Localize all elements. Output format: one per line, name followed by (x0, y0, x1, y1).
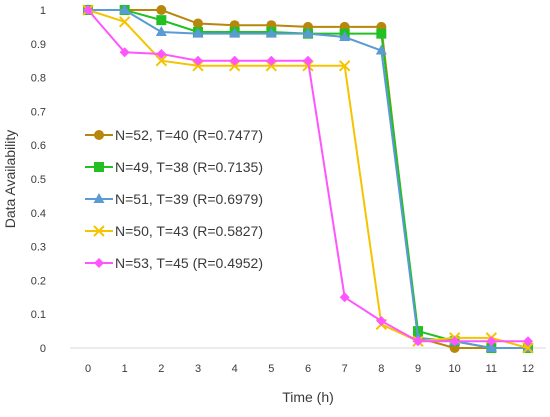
data-point (156, 48, 167, 59)
legend-marker (94, 162, 104, 172)
data-point (339, 292, 350, 303)
data-point (229, 55, 240, 66)
data-point (522, 342, 534, 354)
x-tick-label: 5 (268, 363, 274, 375)
data-point (192, 27, 204, 38)
x-tick-label: 11 (486, 363, 497, 375)
data-point (83, 5, 93, 15)
data-point (486, 336, 497, 347)
series-layer (82, 4, 534, 354)
y-axis-title: Data Availability (2, 130, 18, 229)
y-tick-label: 0.6 (31, 140, 46, 152)
data-point (303, 55, 313, 66)
data-point (449, 336, 460, 347)
y-tick-label: 0.2 (31, 275, 46, 287)
data-point (155, 25, 167, 36)
legend-label: N=53, T=45 (R=0.4952) (115, 255, 263, 271)
legend-item: N=49, T=38 (R=0.7135) (85, 159, 263, 175)
x-tick-label: 3 (195, 363, 201, 375)
data-point (376, 28, 387, 39)
y-tick-label: 0.1 (31, 309, 46, 321)
legend-label: N=52, T=40 (R=0.7477) (115, 127, 263, 143)
y-tick-label: 0.8 (31, 73, 46, 85)
legend-item: N=52, T=40 (R=0.7477) (85, 127, 263, 143)
x-tick-labels: 0 1 2 3 4 5 6 7 8 9 10 11 12 (85, 363, 534, 375)
data-point (118, 16, 131, 28)
legend-label: N=50, T=43 (R=0.5827) (115, 223, 263, 239)
legend: N=52, T=40 (R=0.7477) N=49, T=38 (R=0.713… (85, 127, 263, 271)
data-point (156, 15, 167, 26)
legend-item: N=53, T=45 (R=0.4952) (85, 255, 263, 271)
data-point (413, 336, 423, 347)
data-point (485, 342, 497, 352)
y-tick-label: 0.7 (31, 106, 46, 118)
data-point (156, 5, 167, 15)
legend-item: N=50, T=43 (R=0.5827) (85, 223, 263, 239)
data-point (265, 27, 277, 38)
x-tick-label: 4 (232, 363, 238, 375)
data-point (192, 60, 204, 72)
x-tick-label: 2 (158, 363, 164, 375)
legend-item: N=51, T=39 (R=0.6979) (85, 191, 263, 207)
y-tick-label: 0.5 (31, 174, 46, 186)
data-point (266, 55, 277, 66)
data-point (193, 18, 203, 29)
data-point (338, 60, 351, 72)
series-5 (83, 5, 533, 347)
data-point (302, 27, 314, 38)
data-point (155, 54, 168, 67)
legend-marker (94, 258, 104, 268)
data-point (229, 27, 241, 38)
data-point (228, 60, 241, 72)
x-tick-label: 10 (449, 363, 461, 375)
data-point (265, 60, 278, 72)
x-tick-label: 9 (415, 363, 421, 375)
axes: 0 1 2 3 4 5 6 7 8 9 10 11 12 00.10.20.30.40.50.60.70… (31, 5, 546, 375)
data-point (119, 4, 131, 14)
data-point (375, 44, 387, 55)
data-point (193, 55, 203, 66)
data-point (376, 315, 387, 326)
y-tick-label: 0.4 (31, 208, 46, 220)
x-tick-label: 12 (522, 363, 534, 375)
x-tick-label: 1 (122, 363, 128, 375)
y-tick-labels: 0 0.1 0.2 0.3 0.4 0.5 0.6 0.7 0.8 0.9 1 (31, 5, 46, 355)
x-axis-title: Time (h) (282, 389, 334, 405)
data-point (523, 336, 533, 347)
x-tick-label: 8 (378, 363, 384, 375)
legend-label: N=51, T=39 (R=0.6979) (115, 191, 263, 207)
y-tick-label: 0.3 (31, 242, 46, 254)
data-point (119, 47, 130, 58)
legend-marker (93, 225, 105, 237)
x-tick-label: 0 (85, 363, 91, 375)
legend-marker (93, 193, 105, 203)
y-tick-label: 0.9 (31, 39, 46, 51)
data-point (339, 31, 351, 42)
y-tick-label: 0 (40, 343, 46, 355)
y-tick-label: 1 (40, 5, 46, 17)
legend-label: N=49, T=38 (R=0.7135) (115, 159, 263, 175)
legend-marker (94, 130, 104, 140)
x-tick-label: 6 (305, 363, 311, 375)
x-tick-label: 7 (342, 363, 348, 375)
